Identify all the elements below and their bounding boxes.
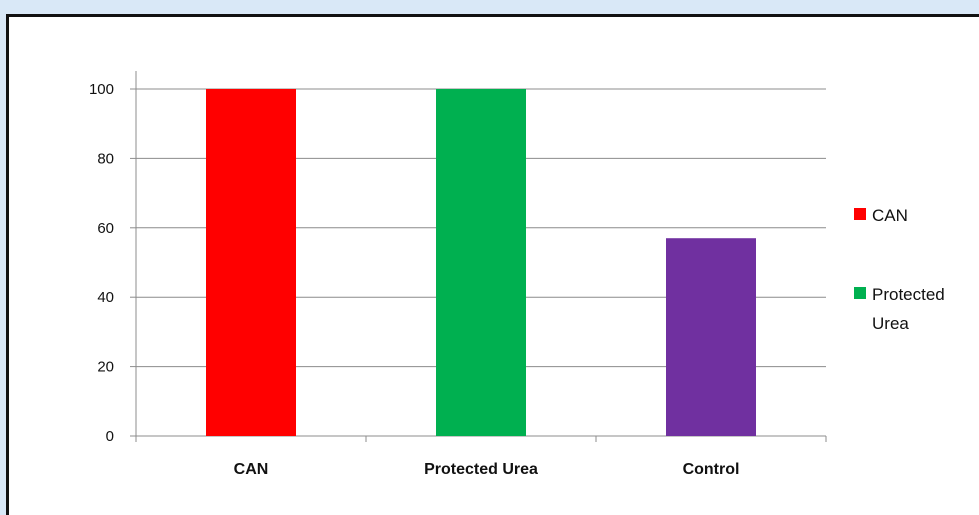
y-tick-label-40: 40	[97, 289, 114, 306]
bar-control	[666, 238, 756, 436]
y-tick-labels: 0 20 40 60 80 100	[89, 81, 114, 445]
legend-swatch-1	[854, 287, 866, 299]
x-tick-labels: CAN Protected Urea Control	[234, 461, 740, 478]
x-tick-label-can: CAN	[234, 461, 269, 478]
x-tick-label-control: Control	[683, 461, 740, 478]
y-tick-label-20: 20	[97, 359, 114, 376]
y-tick-label-80: 80	[97, 150, 114, 167]
legend: CAN Protected Urea	[854, 206, 945, 333]
bars	[206, 89, 756, 436]
bar-can	[206, 89, 296, 436]
legend-label-0-line-0: CAN	[872, 206, 908, 225]
legend-swatch-0	[854, 208, 866, 220]
y-tick-label-60: 60	[97, 220, 114, 237]
bar-protected-urea	[436, 89, 526, 436]
y-tick-label-100: 100	[89, 81, 114, 98]
y-tick-label-0: 0	[106, 428, 114, 445]
legend-label-1-line-1: Urea	[872, 314, 909, 333]
legend-label-1-line-0: Protected	[872, 285, 945, 304]
x-tick-label-protected-urea: Protected Urea	[424, 461, 538, 478]
